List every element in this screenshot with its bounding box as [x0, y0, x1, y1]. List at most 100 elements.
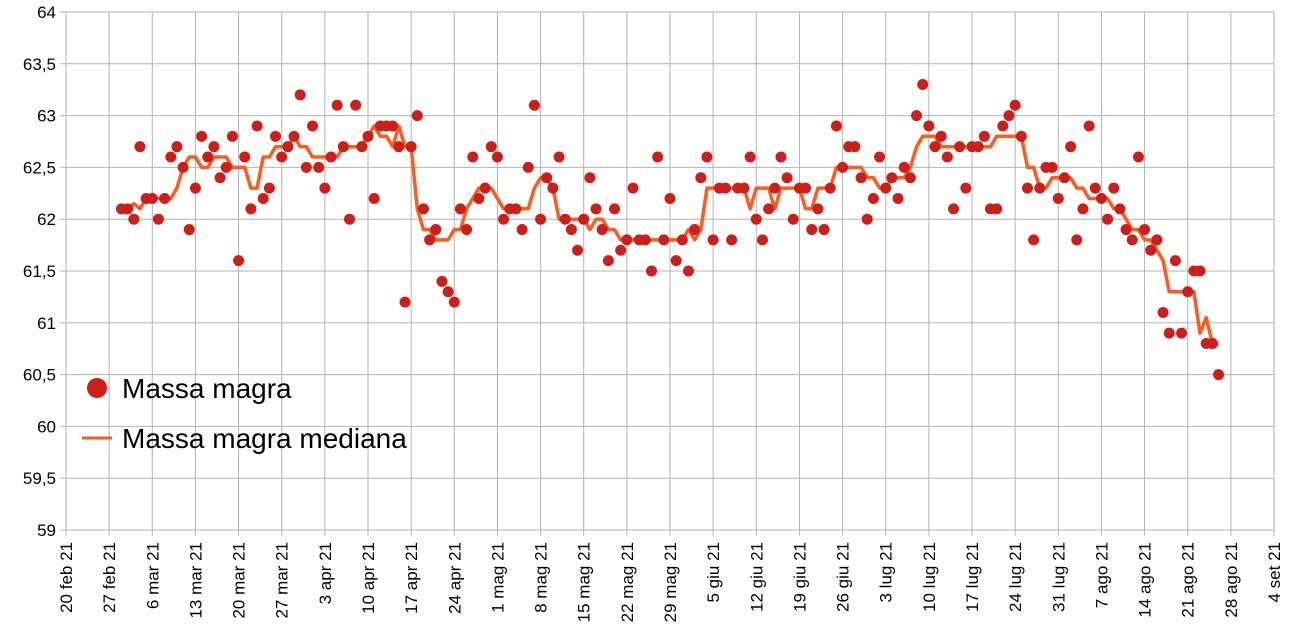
data-point — [602, 255, 614, 267]
legend-label-median: Massa magra mediana — [122, 423, 407, 454]
data-point — [954, 141, 966, 153]
data-point — [1169, 255, 1181, 267]
data-point — [978, 130, 990, 142]
data-point — [442, 286, 454, 298]
data-point — [220, 161, 232, 173]
data-point — [535, 213, 547, 225]
data-point — [892, 192, 904, 204]
data-point — [1120, 224, 1132, 236]
data-point — [707, 234, 719, 246]
data-point — [917, 79, 929, 91]
x-tick-label: 31 lug 21 — [1049, 542, 1068, 612]
data-point — [596, 224, 608, 236]
data-point — [331, 99, 343, 111]
data-point — [689, 224, 701, 236]
data-point — [467, 151, 479, 163]
x-tick-label: 3 lug 21 — [877, 542, 896, 603]
data-point — [880, 182, 892, 194]
median-line — [121, 124, 1219, 346]
data-point — [183, 224, 195, 236]
x-tick-label: 10 apr 21 — [359, 542, 378, 614]
data-point — [898, 161, 910, 173]
data-point — [991, 203, 1003, 215]
legend-marker-points — [87, 378, 107, 398]
data-point — [547, 182, 559, 194]
y-tick-label: 62,5 — [23, 158, 56, 177]
data-point — [664, 192, 676, 204]
data-point — [855, 172, 867, 184]
data-point — [861, 213, 873, 225]
data-point — [972, 141, 984, 153]
data-point — [1206, 338, 1218, 350]
x-tick-label: 24 lug 21 — [1006, 542, 1025, 612]
data-point — [1182, 286, 1194, 298]
legend-label-points: Massa magra — [122, 373, 292, 404]
x-tick-label: 20 feb 21 — [57, 542, 76, 613]
data-point — [479, 182, 491, 194]
data-point — [146, 192, 158, 204]
data-point — [448, 296, 460, 308]
x-tick-label: 15 mag 21 — [575, 542, 594, 622]
y-tick-label: 60,5 — [23, 366, 56, 385]
data-point — [639, 234, 651, 246]
data-point — [584, 172, 596, 184]
median-series — [121, 124, 1219, 346]
data-point — [572, 244, 584, 256]
data-point — [1034, 182, 1046, 194]
data-point — [1028, 234, 1040, 246]
data-point — [122, 203, 134, 215]
data-point — [615, 244, 627, 256]
y-tick-label: 62 — [37, 210, 56, 229]
data-point — [356, 141, 368, 153]
data-point — [911, 110, 923, 122]
data-point — [528, 99, 540, 111]
data-point — [830, 120, 842, 132]
data-point — [1065, 141, 1077, 153]
x-tick-label: 12 giu 21 — [747, 542, 766, 612]
data-point — [948, 203, 960, 215]
data-point — [368, 192, 380, 204]
data-point — [1095, 192, 1107, 204]
x-tick-label: 29 mag 21 — [661, 542, 680, 622]
data-point — [251, 120, 263, 132]
points-series — [115, 79, 1225, 381]
data-point — [202, 151, 214, 163]
data-point — [941, 151, 953, 163]
data-point — [1046, 161, 1058, 173]
data-point — [350, 99, 362, 111]
data-point — [294, 89, 306, 101]
data-point — [128, 213, 140, 225]
data-point — [510, 203, 522, 215]
data-point — [609, 203, 621, 215]
data-point — [904, 172, 916, 184]
data-point — [818, 224, 830, 236]
data-point — [1071, 234, 1083, 246]
x-tick-label: 24 apr 21 — [445, 542, 464, 614]
data-point — [960, 182, 972, 194]
data-point — [867, 192, 879, 204]
x-tick-label: 1 mag 21 — [488, 542, 507, 613]
data-point — [775, 151, 787, 163]
data-point — [565, 224, 577, 236]
data-point — [553, 151, 565, 163]
x-tick-label: 22 mag 21 — [618, 542, 637, 622]
data-point — [282, 141, 294, 153]
data-point — [1015, 130, 1027, 142]
x-tick-label: 17 apr 21 — [402, 542, 421, 614]
data-point — [750, 213, 762, 225]
data-point — [837, 161, 849, 173]
data-point — [800, 182, 812, 194]
data-point — [226, 130, 238, 142]
data-point — [307, 120, 319, 132]
x-tick-label: 26 giu 21 — [834, 542, 853, 612]
y-tick-label: 63,5 — [23, 55, 56, 74]
data-point — [1009, 99, 1021, 111]
data-point — [670, 255, 682, 267]
data-point — [1163, 327, 1175, 339]
data-point — [461, 224, 473, 236]
y-tick-label: 63 — [37, 107, 56, 126]
data-point — [300, 161, 312, 173]
data-point — [1114, 203, 1126, 215]
data-point — [1102, 213, 1114, 225]
